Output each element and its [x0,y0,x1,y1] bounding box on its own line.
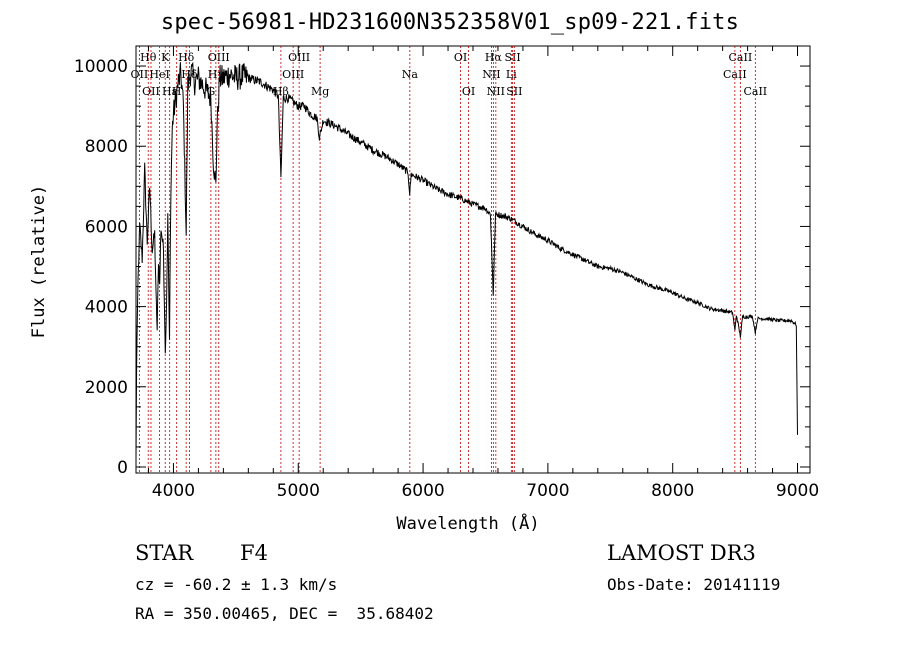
spectrum-line [135,62,798,459]
y-tick-label: 0 [117,458,128,478]
x-tick-label: 7000 [526,481,569,501]
object-type: STAR [135,541,194,565]
line-label: Li [506,68,517,81]
object-subclass: F4 [240,541,268,565]
y-tick-label: 2000 [85,378,128,398]
y-axis-label: Flux (relative) [29,185,49,339]
line-label: Hα [485,51,503,64]
line-label: HeI [149,68,169,81]
line-label: OI [462,85,475,98]
line-label: Hδ [178,51,195,64]
line-label: OI [454,51,467,64]
line-label: Na [402,68,419,81]
line-label: OIII [288,51,310,64]
line-label: OIII [282,68,304,81]
chart-title: spec-56981-HD231600N352358V01_sp09-221.f… [160,10,740,35]
line-label: NII [487,85,505,98]
line-label: NII [482,68,500,81]
x-tick-label: 6000 [401,481,444,501]
x-tick-label: 8000 [651,481,694,501]
x-tick-label: 4000 [152,481,195,501]
line-label: CaII [723,68,747,81]
line-label: SII [506,85,522,98]
x-tick-label: 9000 [776,481,819,501]
y-tick-label: 6000 [85,217,128,237]
line-label: OIII [208,51,230,64]
survey-name: LAMOST DR3 [607,541,756,565]
redshift-info: cz = -60.2 ± 1.3 km/s [135,575,338,594]
plot-frame [135,45,811,474]
line-label: CaII [743,85,767,98]
line-label: OII [131,68,149,81]
y-tick-label: 10000 [74,57,128,77]
x-tick-label: 5000 [277,481,320,501]
line-label: K [161,51,170,64]
coordinates: RA = 350.00465, DEC = 35.68402 [135,604,434,623]
line-label: CaII [729,51,753,64]
y-tick-label: 8000 [85,137,128,157]
obs-date: Obs-Date: 20141119 [607,575,781,594]
line-label: SII [504,51,520,64]
y-tick-label: 4000 [85,298,128,318]
x-axis-label: Wavelength (Å) [396,512,539,534]
line-label: Hε [162,85,178,98]
line-label: OII [142,85,160,98]
line-label: Mg [311,85,329,98]
line-label: Hθ [140,51,157,64]
